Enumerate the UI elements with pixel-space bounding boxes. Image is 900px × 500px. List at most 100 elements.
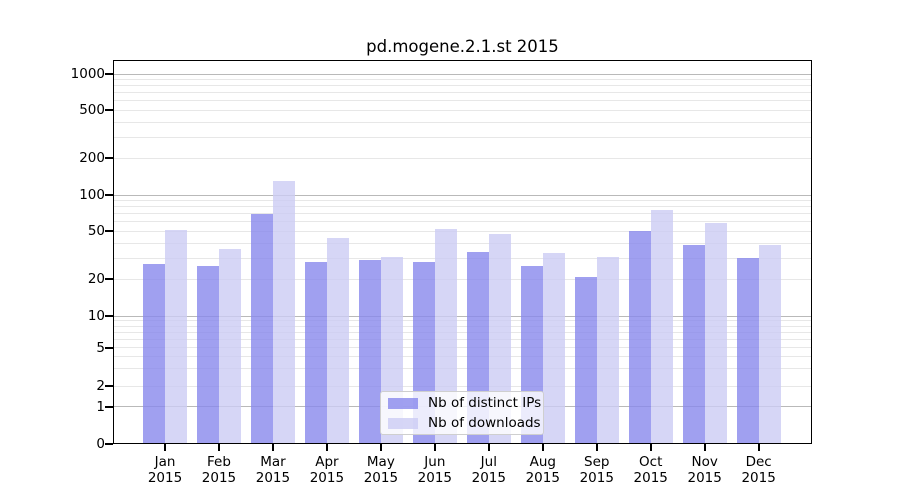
- bar-feb-s0: [196, 265, 219, 444]
- gridline-4: [113, 356, 812, 358]
- ytick-mark-2: [105, 385, 113, 388]
- gridline-5: [113, 347, 812, 348]
- ytick-label-5: 5: [96, 339, 105, 356]
- xtick-year-mar: 2015: [255, 470, 291, 486]
- xtick-label-sep: Sep 2015: [565, 454, 629, 486]
- xtick-year-jan: 2015: [147, 470, 183, 486]
- legend-swatch-downloads: [388, 417, 418, 429]
- bar-dec-s1: [758, 244, 781, 444]
- ytick-label-10: 10: [87, 308, 105, 324]
- bar-jun-s1: [434, 229, 457, 444]
- bar-jan-s1: [165, 230, 187, 444]
- bar-nov-s1: [704, 222, 727, 444]
- xtick-year-jun: 2015: [417, 470, 453, 486]
- ytick-mark-20: [105, 278, 113, 281]
- ytick-label-1000: 1000: [70, 66, 105, 83]
- xtick-mark-mar: [271, 444, 274, 451]
- bar-mar-s0: [250, 213, 273, 444]
- gridline-30: [113, 257, 812, 259]
- ytick-label-100: 100: [79, 187, 105, 203]
- gridline-7: [113, 331, 812, 333]
- xtick-year-jul: 2015: [471, 470, 506, 486]
- gridline-90: [113, 200, 812, 202]
- gridline-600: [113, 100, 812, 102]
- xtick-mark-jun: [433, 444, 436, 451]
- xtick-year-oct: 2015: [633, 470, 668, 486]
- gridline-1000: [113, 73, 812, 75]
- ytick-mark-200: [105, 157, 113, 160]
- legend-label-distinct-ips: Nb of distinct IPs: [428, 395, 542, 411]
- gridline-800: [113, 85, 812, 87]
- xtick-label-may: May 2015: [349, 454, 413, 486]
- ytick-label-2: 2: [96, 378, 105, 395]
- bar-oct-s1: [650, 210, 673, 444]
- xtick-label-mar: Mar 2015: [241, 454, 305, 486]
- gridline-300: [113, 136, 812, 138]
- xtick-mark-sep: [595, 444, 598, 451]
- ytick-mark-500: [105, 109, 113, 112]
- ytick-label-500: 500: [79, 102, 105, 119]
- chart-title: pd.mogene.2.1.st 2015: [366, 37, 559, 56]
- ytick-label-200: 200: [79, 150, 105, 167]
- gridline-20: [113, 278, 812, 280]
- xtick-label-jul: Jul 2015: [457, 454, 521, 486]
- gridline-60: [113, 221, 812, 223]
- bar-oct-s0: [628, 231, 651, 444]
- xtick-year-apr: 2015: [309, 470, 345, 486]
- bar-aug-s1: [542, 253, 565, 444]
- xtick-label-dec: Dec 2015: [727, 454, 791, 486]
- xtick-mark-nov: [703, 444, 706, 451]
- bar-feb-s1: [218, 248, 241, 444]
- bar-jan-s0: [143, 263, 165, 444]
- gridline-2: [113, 385, 812, 387]
- xtick-mark-oct: [649, 444, 652, 451]
- ytick-mark-100: [105, 194, 113, 196]
- bar-sep-s0: [574, 276, 597, 444]
- xtick-label-jun: Jun 2015: [403, 454, 467, 486]
- xtick-mark-jan: [164, 444, 166, 451]
- xtick-mark-aug: [541, 444, 544, 451]
- bar-sep-s1: [596, 256, 619, 444]
- xtick-label-aug: Aug 2015: [511, 454, 575, 486]
- bar-may-s0: [358, 260, 381, 444]
- legend-label-downloads: Nb of downloads: [428, 415, 541, 431]
- bar-nov-s0: [682, 244, 705, 444]
- gridline-700: [113, 92, 812, 94]
- gridline-80: [113, 206, 812, 208]
- gridline-500: [113, 109, 812, 111]
- gridline-200: [113, 157, 812, 159]
- bar-apr-s1: [326, 238, 349, 444]
- xtick-label-apr: Apr 2015: [295, 454, 359, 486]
- gridline-3: [113, 368, 812, 370]
- bar-mar-s1: [272, 181, 295, 444]
- xtick-year-may: 2015: [363, 470, 399, 486]
- gridline-8: [113, 325, 812, 327]
- ytick-mark-50: [105, 230, 113, 233]
- xtick-year-nov: 2015: [687, 470, 722, 486]
- ytick-mark-0: [105, 443, 113, 445]
- gridline-50: [113, 230, 812, 232]
- plot-area: 0 1 2 5 10 20 50 100 200 500 1000 Jan 2015 Feb 2015 Mar…: [71, 60, 812, 486]
- ytick-mark-10: [105, 315, 113, 317]
- ytick-label-1: 1: [96, 398, 105, 415]
- xtick-year-dec: 2015: [741, 470, 776, 486]
- gridline-6: [113, 338, 812, 340]
- legend-swatch-distinct-ips: [388, 397, 418, 409]
- ytick-label-0: 0: [96, 436, 105, 452]
- xtick-year-feb: 2015: [201, 470, 237, 486]
- gridline-40: [113, 242, 812, 244]
- legend-item-downloads: Nb of downloads: [388, 415, 541, 431]
- gridline-9: [113, 320, 812, 322]
- xtick-mark-may: [379, 444, 382, 451]
- gridline-70: [113, 213, 812, 215]
- bar-dec-s0: [736, 258, 759, 444]
- gridline-400: [113, 121, 812, 123]
- xtick-label-oct: Oct 2015: [619, 454, 683, 486]
- xtick-mark-apr: [325, 444, 328, 451]
- xtick-mark-jul: [487, 444, 490, 451]
- xtick-mark-feb: [217, 444, 220, 451]
- ytick-mark-1: [105, 405, 113, 408]
- legend-item-distinct-ips: Nb of distinct IPs: [388, 395, 541, 411]
- ytick-label-20: 20: [87, 271, 105, 288]
